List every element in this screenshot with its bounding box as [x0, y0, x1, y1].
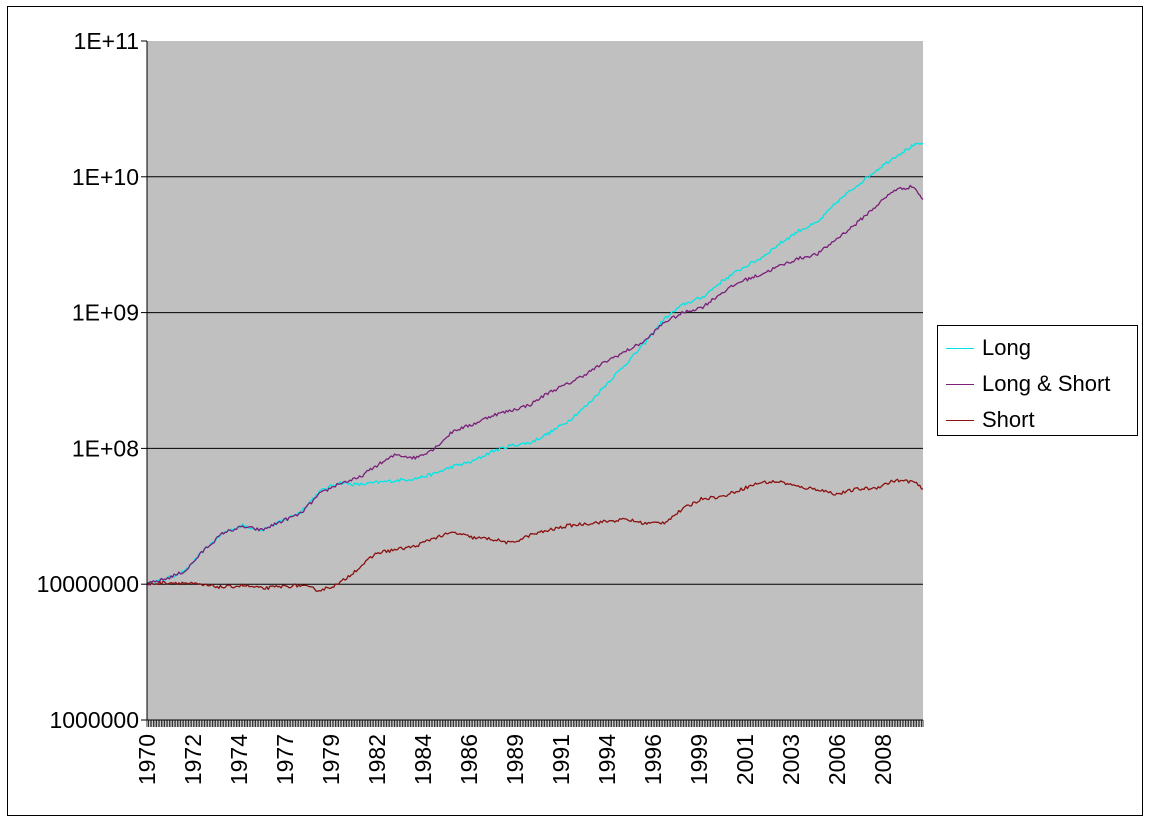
legend-item-long-short: Long & Short: [946, 369, 1110, 399]
legend-swatch-long-short: [946, 383, 974, 385]
x-tick-label: 2008: [870, 734, 896, 785]
x-tick-label: 2003: [778, 734, 804, 785]
y-tick-label: 10000000: [37, 571, 139, 597]
x-tick-label: 1989: [502, 734, 528, 785]
gridlines: [147, 176, 923, 585]
x-tick-label: 1996: [640, 734, 666, 785]
x-tick-label: 1979: [318, 734, 344, 785]
x-tick-label: 2006: [824, 734, 850, 785]
y-axis-tick-labels: 1E+11 1E+10 1E+09 1E+08 10000000 1000000: [37, 28, 139, 733]
x-axis-tick-labels: 1970 1972 1974 1977 1979 1982 1984 1986 1989 1991…: [134, 734, 896, 785]
y-tick-label: 1000000: [49, 707, 139, 733]
x-tick-label: 1982: [364, 734, 390, 785]
x-tick-label: 2001: [732, 734, 758, 785]
legend-label-short: Short: [982, 407, 1035, 432]
plot-area: [147, 41, 923, 720]
x-tick-label: 1972: [180, 734, 206, 785]
series-line-long: [146, 142, 924, 586]
series-lines: [146, 142, 924, 592]
x-tick-label: 1984: [410, 734, 436, 785]
x-tick-label: 1999: [686, 734, 712, 785]
y-tick-label: 1E+08: [72, 435, 139, 461]
legend-item-short: Short: [946, 405, 1035, 435]
y-tick-label: 1E+11: [74, 28, 139, 54]
legend-item-long: Long: [946, 333, 1031, 363]
x-tick-label: 1977: [272, 734, 298, 785]
x-tick-label: 1974: [226, 734, 252, 785]
x-tick-label: 1986: [456, 734, 482, 785]
y-tick-label: 1E+10: [72, 164, 139, 190]
x-tick-label: 1970: [134, 734, 160, 785]
y-tick-label: 1E+09: [72, 300, 139, 326]
legend: Long Long & Short Short: [937, 325, 1138, 436]
series-line-long-short: [146, 184, 924, 586]
legend-label-long-short: Long & Short: [982, 371, 1111, 396]
legend-label-long: Long: [982, 335, 1031, 360]
axes: [141, 40, 923, 721]
x-tick-label: 1994: [594, 734, 620, 785]
series-line-short: [146, 478, 924, 592]
x-tick-label: 1991: [548, 734, 574, 785]
x-axis-ticks: [146, 720, 924, 727]
legend-swatch-long: [946, 347, 974, 349]
legend-swatch-short: [946, 419, 974, 421]
